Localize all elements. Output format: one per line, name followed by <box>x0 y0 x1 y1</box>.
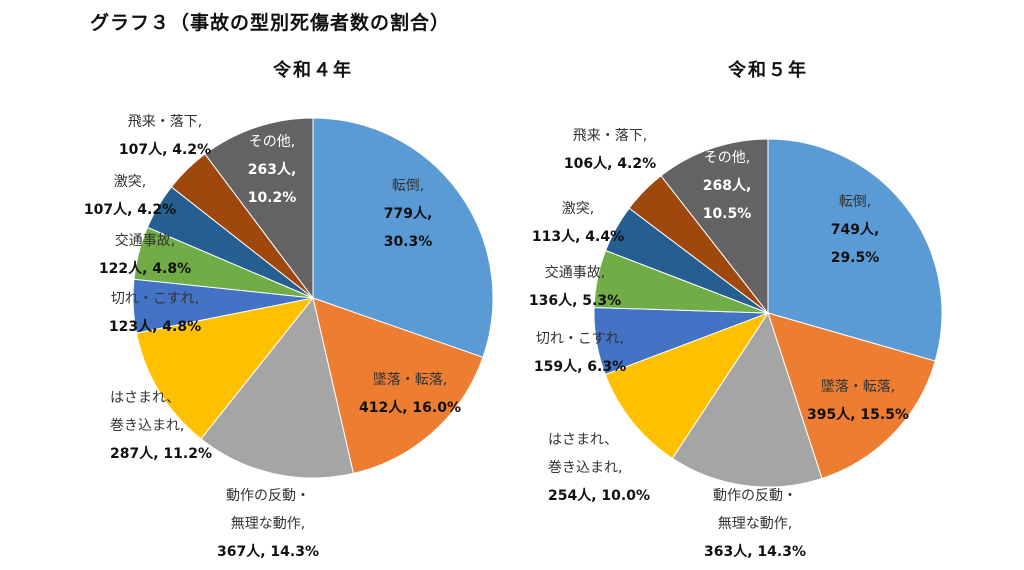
data-label-line: 107人, 4.2% <box>119 141 211 158</box>
data-label-line: 30.3% <box>384 234 433 250</box>
data-label-line: 749人, <box>831 221 880 238</box>
data-label: はさまれ、巻き込まれ, 287人, 11.2% <box>110 390 212 462</box>
data-label-line: 367人, 14.3% <box>217 543 319 560</box>
data-label-line: 激突, <box>114 173 146 190</box>
data-label-line: 122人, 4.8% <box>99 260 191 277</box>
data-label-line: はさまれ、 <box>548 432 618 448</box>
pie-slice <box>660 138 769 315</box>
pie-slice <box>135 297 315 440</box>
data-label-line: 159人, 6.3% <box>534 358 626 375</box>
data-label-line: 交通事故, <box>115 232 175 249</box>
data-label-line: 113人, 4.4% <box>532 228 624 245</box>
pie-slice <box>204 117 314 300</box>
data-label: 墜落・転落, 412人, 16.0% <box>359 372 461 416</box>
data-label: 交通事故, 122人, 4.8% <box>99 232 191 277</box>
data-label-line: 412人, 16.0% <box>359 399 461 416</box>
data-label-line: 287人, 11.2% <box>110 445 212 462</box>
data-label-line: 263人, <box>248 161 297 178</box>
data-label-line: 転倒, <box>839 194 871 210</box>
data-label: 動作の反動・無理な動作, 367人, 14.3% <box>217 488 319 560</box>
data-label-line: 切れ・こすれ, <box>111 291 199 307</box>
data-label: 転倒, 779人, 30.3% <box>384 178 433 250</box>
data-label-line: 254人, 10.0% <box>548 487 650 504</box>
data-label: 動作の反動・無理な動作, 363人, 14.3% <box>704 488 806 560</box>
pie-slice <box>200 296 355 479</box>
pie-slice <box>312 297 484 475</box>
data-label: 切れ・こすれ, 123人, 4.8% <box>109 291 201 335</box>
data-label-line: その他, <box>704 150 750 166</box>
data-label-line: 動作の反動・ <box>713 488 797 504</box>
data-label: その他, 263人, 10.2% <box>248 134 297 206</box>
data-label: 転倒, 749人, 29.5% <box>831 194 880 266</box>
pie-r4 <box>132 117 494 479</box>
data-label-line: 395人, 15.5% <box>807 406 909 423</box>
data-label: はさまれ、巻き込まれ, 254人, 10.0% <box>548 432 650 504</box>
data-label-line: 29.5% <box>831 250 880 266</box>
figure-title: グラフ３（事故の型別死傷者数の割合） <box>90 12 451 34</box>
data-label-line: 106人, 4.2% <box>564 155 656 172</box>
data-label-line: 巻き込まれ, <box>110 418 184 434</box>
data-label-line: 779人, <box>384 205 433 222</box>
data-label-line: 交通事故, <box>545 264 605 281</box>
data-label-line: 切れ・こすれ, <box>536 331 624 347</box>
data-label-line: 10.2% <box>248 190 297 206</box>
chart-title-r4: 令和４年 <box>273 60 353 81</box>
data-label-line: 墜落・転落, <box>373 372 447 388</box>
data-label-line: 無理な動作, <box>718 516 792 532</box>
data-label-line: 268人, <box>703 177 752 194</box>
data-label-line: 飛来・落下, <box>128 114 202 130</box>
data-label: 飛来・落下, 106人, 4.2% <box>564 128 656 172</box>
data-label: 切れ・こすれ, 159人, 6.3% <box>534 331 626 375</box>
data-label: 激突, 107人, 4.2% <box>84 173 176 218</box>
pie-slice <box>767 138 943 362</box>
data-label-line: 飛来・落下, <box>573 128 647 144</box>
pie-slice <box>767 312 936 480</box>
pie-slice <box>312 117 494 358</box>
data-label-line: 363人, 14.3% <box>704 543 806 560</box>
data-label-line: 激突, <box>562 200 594 217</box>
data-label-line: 無理な動作, <box>231 516 305 532</box>
data-label: 飛来・落下, 107人, 4.2% <box>119 114 211 158</box>
data-label-line: はさまれ、 <box>110 390 180 406</box>
data-label-line: 墜落・転落, <box>821 379 895 395</box>
data-label: その他, 268人, 10.5% <box>703 150 752 222</box>
data-label-line: 136人, 5.3% <box>529 292 621 309</box>
data-label-line: 転倒, <box>392 178 424 194</box>
pie-r5 <box>593 138 943 488</box>
data-label-line: その他, <box>249 134 295 150</box>
data-label-line: 巻き込まれ, <box>548 460 622 476</box>
data-label-line: 動作の反動・ <box>226 488 310 504</box>
data-label-line: 10.5% <box>703 206 752 222</box>
pie-slice <box>604 311 770 460</box>
data-label-line: 123人, 4.8% <box>109 318 201 335</box>
data-label-line: 107人, 4.2% <box>84 201 176 218</box>
data-label: 交通事故, 136人, 5.3% <box>529 264 621 309</box>
data-label: 墜落・転落, 395人, 15.5% <box>807 379 909 423</box>
chart-title-r5: 令和５年 <box>728 60 808 81</box>
pie-slice <box>671 311 823 488</box>
data-label: 激突, 113人, 4.4% <box>532 200 624 245</box>
